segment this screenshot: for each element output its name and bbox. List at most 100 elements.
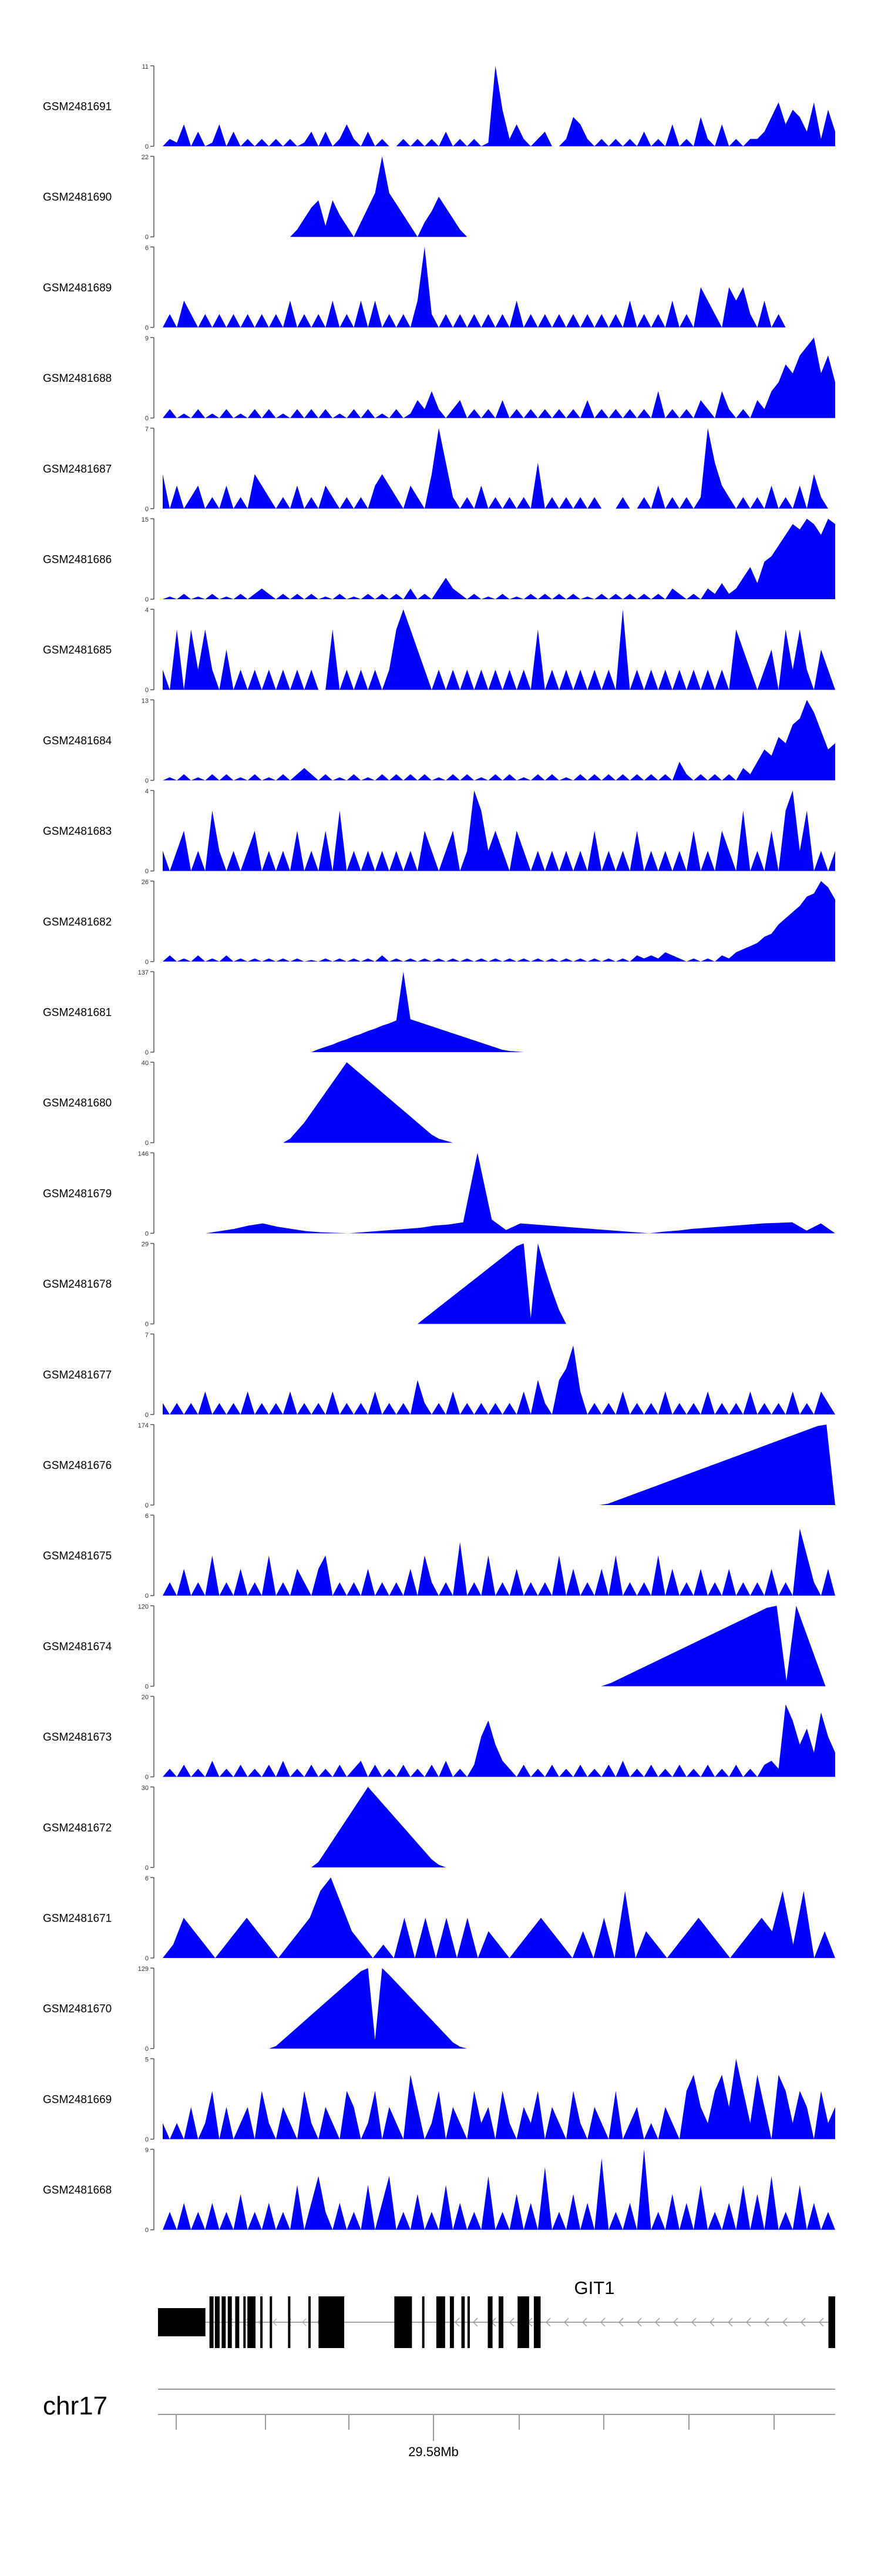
y-min-label: 0	[145, 1774, 149, 1781]
exon	[308, 2296, 311, 2348]
track-label: GSM2481684	[43, 735, 112, 747]
coverage-area	[163, 2149, 835, 2230]
strand-arrow	[728, 2318, 733, 2327]
strand-arrow	[691, 2318, 697, 2327]
track-GSM2481673: GSM2481673 20 0	[43, 1694, 835, 1781]
track-GSM2481689: GSM2481689 6 0	[43, 244, 835, 331]
exon	[227, 2296, 232, 2348]
track-label: GSM2481688	[43, 372, 112, 385]
track-GSM2481674: GSM2481674 120 0	[43, 1603, 835, 1690]
coverage-area	[163, 609, 835, 690]
strand-arrow	[709, 2318, 715, 2327]
track-GSM2481690: GSM2481690 22 0	[43, 154, 835, 241]
track-GSM2481679: GSM2481679 146 0	[43, 1150, 835, 1237]
chromosome-label: chr17	[43, 2392, 107, 2420]
x-tick-label: 29.58Mb	[408, 2444, 459, 2459]
exon	[214, 2296, 220, 2348]
y-max-label: 6	[145, 1513, 149, 1520]
y-min-label: 0	[145, 687, 149, 694]
coverage-area	[163, 1062, 835, 1143]
track-label: GSM2481686	[43, 554, 112, 566]
exon	[158, 2308, 206, 2336]
y-max-label: 6	[145, 244, 149, 251]
y-max-label: 7	[145, 426, 149, 433]
strand-arrow	[582, 2318, 587, 2327]
track-GSM2481675: GSM2481675 6 0	[43, 1513, 835, 1600]
track-label: GSM2481675	[43, 1550, 112, 1563]
exon	[487, 2296, 493, 2348]
y-min-label: 0	[145, 1502, 149, 1509]
y-max-label: 20	[142, 1694, 149, 1701]
y-max-label: 22	[142, 154, 149, 161]
exon	[533, 2296, 541, 2348]
y-min-label: 0	[145, 1049, 149, 1056]
track-GSM2481680: GSM2481680 40 0	[43, 1060, 835, 1147]
coverage-area	[163, 881, 835, 962]
track-label: GSM2481674	[43, 1641, 112, 1653]
coverage-area	[163, 2058, 835, 2140]
exon	[247, 2296, 256, 2348]
coverage-area	[163, 790, 835, 871]
y-min-label: 0	[145, 1955, 149, 1962]
coverage-area	[163, 700, 835, 781]
y-max-label: 120	[138, 1603, 149, 1610]
coverage-area	[163, 972, 835, 1052]
coverage-area	[163, 156, 835, 237]
track-GSM2481671: GSM2481671 6 0	[43, 1875, 835, 1962]
track-label: GSM2481691	[43, 101, 112, 113]
y-max-label: 30	[142, 1785, 149, 1792]
track-label: GSM2481689	[43, 282, 112, 294]
y-max-label: 4	[145, 607, 149, 614]
y-min-label: 0	[145, 143, 149, 150]
track-label: GSM2481682	[43, 916, 112, 928]
y-max-label: 5	[145, 2056, 149, 2063]
coverage-area	[163, 1704, 835, 1777]
exon	[422, 2296, 425, 2348]
strand-arrow	[273, 2318, 277, 2326]
track-GSM2481678: GSM2481678 29 0	[43, 1241, 835, 1328]
exon	[209, 2296, 214, 2348]
y-max-label: 6	[145, 1875, 149, 1882]
exon	[394, 2296, 412, 2348]
exon	[467, 2296, 470, 2348]
coverage-area	[163, 428, 835, 509]
strand-arrow	[673, 2318, 678, 2327]
strand-arrow	[600, 2318, 606, 2327]
track-label: GSM2481687	[43, 463, 112, 475]
track-label: GSM2481685	[43, 644, 112, 657]
y-min-label: 0	[145, 1593, 149, 1600]
strand-arrow	[655, 2318, 660, 2327]
track-label: GSM2481669	[43, 2094, 112, 2106]
track-label: GSM2481683	[43, 825, 112, 838]
exon	[270, 2296, 273, 2348]
y-min-label: 0	[145, 596, 149, 603]
strand-arrow	[618, 2318, 624, 2327]
coverage-area	[163, 247, 835, 328]
y-min-label: 0	[145, 777, 149, 784]
y-max-label: 9	[145, 2147, 149, 2154]
strand-arrow	[455, 2318, 460, 2327]
exon	[436, 2296, 445, 2348]
y-min-label: 0	[145, 1412, 149, 1419]
strand-arrow	[782, 2318, 788, 2327]
coverage-area	[163, 519, 835, 599]
track-GSM2481670: GSM2481670 129 0	[43, 1966, 835, 2053]
y-min-label: 0	[145, 868, 149, 875]
y-min-label: 0	[145, 234, 149, 241]
track-GSM2481681: GSM2481681 137 0	[43, 969, 835, 1056]
track-GSM2481684: GSM2481684 13 0	[43, 697, 835, 784]
track-GSM2481686: GSM2481686 15 0	[43, 516, 835, 603]
coverage-area	[163, 337, 835, 418]
exon	[498, 2296, 504, 2348]
track-GSM2481685: GSM2481685 4 0	[43, 607, 835, 694]
y-min-label: 0	[145, 959, 149, 966]
track-label: GSM2481676	[43, 1460, 112, 1472]
y-min-label: 0	[145, 1140, 149, 1147]
y-min-label: 0	[145, 1321, 149, 1328]
y-min-label: 0	[145, 506, 149, 513]
track-GSM2481672: GSM2481672 30 0	[43, 1785, 835, 1872]
strand-arrow	[546, 2318, 551, 2327]
y-max-label: 13	[142, 697, 149, 704]
track-GSM2481676: GSM2481676 174 0	[43, 1422, 835, 1509]
